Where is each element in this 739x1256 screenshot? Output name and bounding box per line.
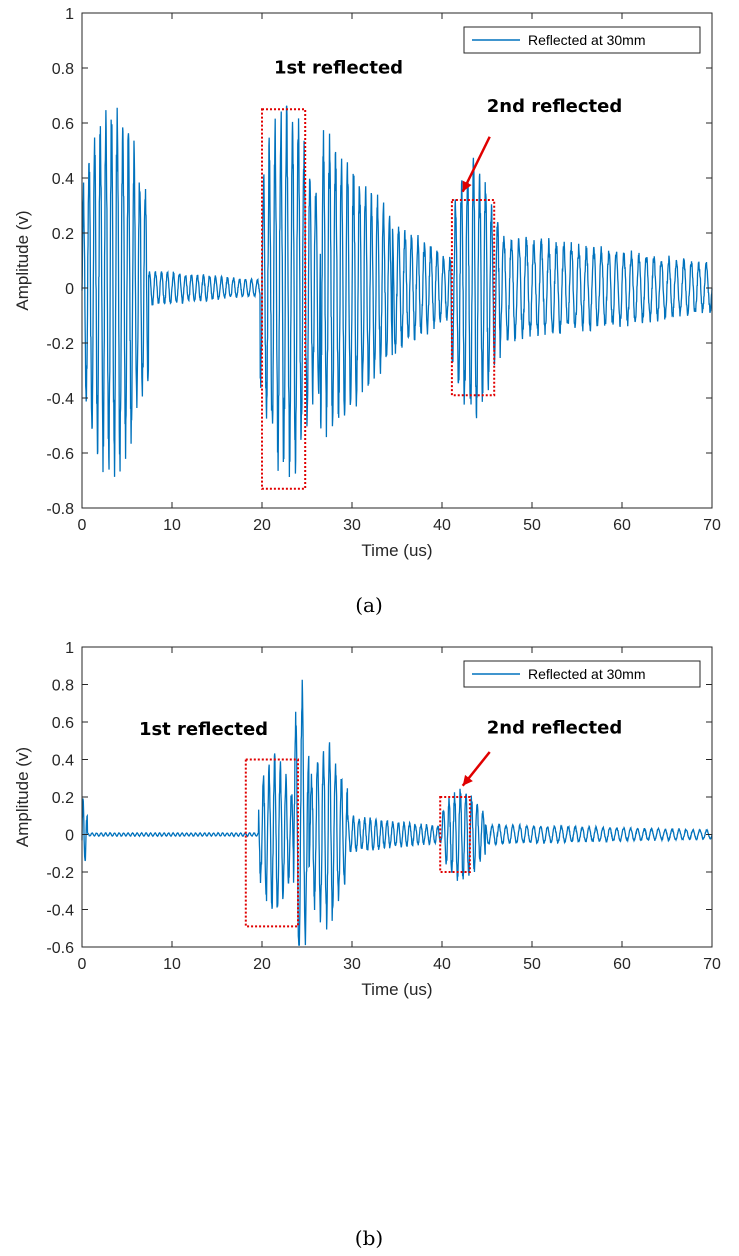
- x-tick-label: 70: [703, 956, 721, 973]
- y-tick-label: 0.6: [52, 116, 74, 133]
- x-tick-label: 20: [253, 956, 271, 973]
- y-tick-label: 0.6: [52, 715, 74, 732]
- figure-caption: (a): [355, 593, 383, 617]
- x-tick-label: 0: [78, 956, 87, 973]
- annotation-arrowhead: [462, 774, 473, 786]
- legend-label: Reflected at 30mm: [528, 666, 646, 682]
- x-tick-label: 10: [163, 956, 181, 973]
- highlight-box-2: [450, 199, 496, 397]
- x-tick-label: 30: [343, 956, 361, 973]
- y-tick-label: 0: [65, 828, 74, 845]
- highlight-box-1: [261, 108, 307, 490]
- y-tick-label: 0.4: [52, 753, 74, 770]
- annotation-text-2: 2nd reflected: [487, 717, 623, 738]
- y-tick-label: -0.6: [46, 940, 74, 957]
- y-tick-label: 1: [65, 6, 74, 23]
- series-line-reflected: [81, 679, 713, 946]
- y-tick-label: 0.8: [52, 61, 74, 78]
- annotation-arrow: [461, 136, 491, 193]
- legend-label: Reflected at 30mm: [528, 32, 646, 48]
- x-tick-label: 40: [433, 956, 451, 973]
- y-axis-label: Amplitude (v): [13, 210, 32, 310]
- y-tick-label: 0.2: [52, 790, 74, 807]
- y-tick-label: 0.8: [52, 678, 74, 695]
- annotation-arrowhead: [462, 180, 472, 192]
- y-tick-label: -0.6: [46, 446, 74, 463]
- y-tick-label: -0.4: [46, 391, 74, 408]
- annotation-text-1: 1st reflected: [139, 719, 268, 740]
- figure-caption: (b): [355, 1226, 383, 1250]
- x-tick-label: 50: [523, 956, 541, 973]
- x-tick-label: 0: [78, 517, 87, 534]
- highlight-box-1: [244, 758, 300, 928]
- y-tick-label: -0.2: [46, 336, 74, 353]
- x-tick-label: 20: [253, 517, 271, 534]
- y-tick-label: -0.8: [46, 501, 74, 518]
- y-tick-label: 0.2: [52, 226, 74, 243]
- x-tick-label: 70: [703, 517, 721, 534]
- annotation-text-1: 1st reflected: [274, 58, 403, 79]
- axes-frame: [81, 12, 713, 509]
- y-tick-label: 0.4: [52, 171, 74, 188]
- y-tick-label: -0.4: [46, 903, 74, 920]
- x-tick-label: 60: [613, 517, 631, 534]
- series-line-reflected: [81, 105, 713, 477]
- legend: Reflected at 30mm: [463, 660, 701, 688]
- y-tick-label: 1: [65, 640, 74, 657]
- legend: Reflected at 30mm: [463, 26, 701, 54]
- y-tick-label: 0: [65, 281, 74, 298]
- chart-b: 0 10 20 30 40 50 60 70 -0.6 -0.4 -0.2 0 0.2 0.4 0.6 0.8…: [13, 640, 721, 1250]
- x-tick-label: 60: [613, 956, 631, 973]
- x-tick-label: 30: [343, 517, 361, 534]
- x-axis-label: Time (us): [361, 541, 432, 560]
- x-axis-label: Time (us): [361, 980, 432, 999]
- x-tick-label: 10: [163, 517, 181, 534]
- plot-area: [82, 647, 712, 947]
- chart-a: 0 10 20 30 40 50 60 70 -0.8 -0.6 -0.4 -0.2 0 0.2 0.4 0.…: [13, 6, 721, 617]
- x-tick-label: 40: [433, 517, 451, 534]
- y-axis-label: Amplitude (v): [13, 747, 32, 847]
- x-tick-label: 50: [523, 517, 541, 534]
- y-tick-label: -0.2: [46, 865, 74, 882]
- annotation-text-2: 2nd reflected: [487, 96, 623, 117]
